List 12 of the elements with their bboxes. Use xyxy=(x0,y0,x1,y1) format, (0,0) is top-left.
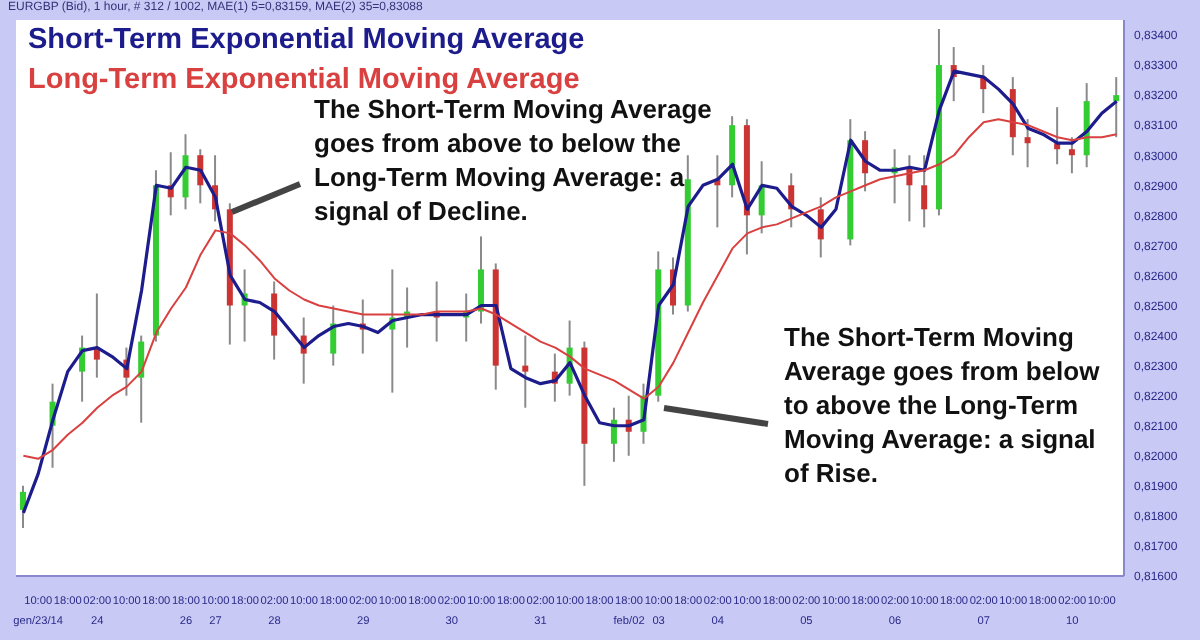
candlestick xyxy=(1068,136,1075,175)
candlestick xyxy=(921,154,928,229)
candlestick xyxy=(1113,76,1120,139)
text: Short-Term Exponential Moving Average xyxy=(28,22,585,60)
annotation: The Short-Term Moving Average goes from below to above the Long-Term Moving Average: a signal of Rise. xyxy=(784,320,1102,490)
candlestick xyxy=(182,133,189,211)
candlestick xyxy=(522,334,529,409)
candlestick xyxy=(271,280,278,361)
candlestick xyxy=(1024,118,1031,169)
candlestick xyxy=(477,235,484,325)
text: Long-Term Exponential Moving Average xyxy=(28,62,582,99)
annotation: The Short-Term Moving Average goes from above to below the Long-Term Moving Average: a signal of Decline. xyxy=(314,94,714,228)
